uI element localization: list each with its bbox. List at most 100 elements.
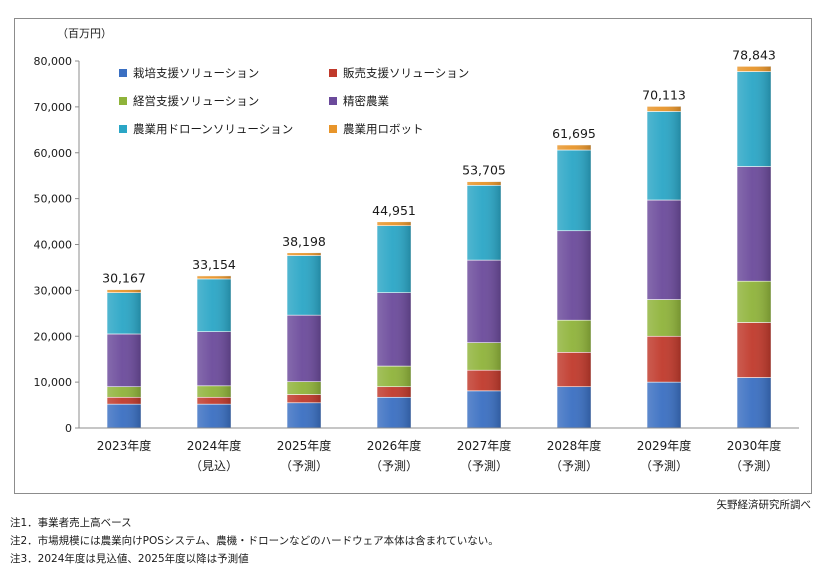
bar-segment-shade: [287, 402, 321, 428]
bar-segment-shade: [737, 66, 771, 72]
bar-segment: [286, 252, 322, 256]
bar-segment-shade: [197, 275, 231, 279]
total-labels: 30,167 33,154 38,198 44,951 53,705 61,695 70,1…: [102, 47, 776, 285]
y-tick-label: 20,000: [34, 330, 73, 343]
legend-item: 栽培支援ソリューション: [119, 66, 259, 80]
legend-item: 販売支援ソリューション: [329, 66, 469, 80]
y-tick-label: 10,000: [34, 376, 73, 389]
bar-segment: [106, 396, 142, 405]
total-label: 53,705: [462, 163, 506, 178]
total-label: 78,843: [732, 47, 776, 62]
bar-segment-shade: [467, 260, 501, 343]
bar-segment: [466, 390, 502, 429]
bar-segment-shade: [107, 386, 141, 398]
bar-segment-shade: [107, 333, 141, 387]
x-tick-sublabel: （予測）: [280, 459, 328, 473]
bar-segment-shade: [737, 71, 771, 167]
bar-segment: [646, 106, 682, 112]
bar-segment: [466, 185, 502, 261]
x-tick-label: 2027年度: [457, 438, 512, 453]
bar-segment-shade: [287, 252, 321, 256]
bar-segment: [286, 255, 322, 316]
total-label: 30,167: [102, 271, 146, 286]
legend-label: 経営支援ソリューション: [133, 94, 259, 108]
note-1: 注1．事業者売上高ベース: [10, 517, 132, 529]
total-label: 33,154: [192, 257, 236, 272]
bar-segment: [556, 149, 592, 232]
bar-segment: [376, 221, 412, 226]
bar-segment: [736, 66, 772, 72]
bar-segment-shade: [737, 166, 771, 282]
bar-segment: [376, 386, 412, 398]
bar-segment: [646, 299, 682, 337]
bar-segment-shade: [467, 181, 501, 186]
bar-segment: [286, 394, 322, 404]
bar-segment: [106, 403, 142, 429]
bar-segment: [196, 403, 232, 429]
total-label: 44,951: [372, 203, 416, 218]
x-tick-label: 2028年度: [547, 438, 602, 453]
bar-segment-shade: [467, 390, 501, 428]
bar-segment-shade: [557, 230, 591, 321]
total-label: 70,113: [642, 87, 686, 102]
y-tick-label: 80,000: [34, 55, 73, 68]
legend-swatch: [329, 69, 337, 77]
note-2: 注2．市場規模には農業向けPOSシステム、農機・ドローンなどのハードウェア本体は…: [10, 535, 499, 547]
bar-segment-shade: [107, 292, 141, 334]
x-tick-label: 2025年度: [277, 438, 332, 453]
legend-item: 農業用ドローンソリューション: [119, 122, 293, 136]
bar-segment: [556, 386, 592, 429]
bar-segment: [196, 278, 232, 332]
bar-segment-shade: [287, 394, 321, 403]
bar-segment: [376, 396, 412, 429]
bar-segment-shade: [197, 385, 231, 398]
bar-segment: [736, 166, 772, 282]
legend-item: 農業用ロボット: [329, 122, 424, 136]
stacked-bar-chart: （百万円） 0 10,000 20,000 30,000 40,000 50,000 60,…: [34, 27, 799, 473]
x-tick-label: 2030年度: [727, 438, 782, 453]
bar-segment-shade: [107, 404, 141, 428]
bar-segment-shade: [467, 370, 501, 391]
legend-label: 農業用ロボット: [343, 122, 424, 136]
bar-segment-shade: [557, 352, 591, 387]
x-tick-label: 2026年度: [367, 438, 422, 453]
bar-segment-shade: [107, 289, 141, 293]
bar-segment-shade: [197, 278, 231, 332]
bar-segment: [286, 381, 322, 395]
bar-segment-shade: [377, 292, 411, 367]
x-tick-sublabel: （予測）: [730, 459, 778, 473]
x-tick-sublabel: （予測）: [550, 459, 598, 473]
bar-segment: [736, 280, 772, 323]
total-label: 38,198: [282, 234, 326, 249]
bar-segment: [466, 181, 502, 186]
bar-segment: [646, 335, 682, 383]
bar-segment-shade: [377, 366, 411, 387]
bar-segment: [556, 319, 592, 353]
bar-segment-shade: [287, 255, 321, 316]
bar-segment-shade: [467, 342, 501, 371]
bar-segment: [286, 402, 322, 429]
bar-segment-shade: [647, 111, 681, 201]
y-tick-label: 40,000: [34, 239, 73, 252]
y-axis-unit-label: （百万円）: [57, 27, 112, 40]
source-credit: 矢野経済研究所調べ: [716, 499, 812, 511]
bar-segment: [556, 352, 592, 388]
x-axis-labels: 2023年度 2024年度 （見込） 2025年度 （予測） 2026年度 （予測） 2027…: [97, 438, 782, 473]
bar-segment: [106, 333, 142, 388]
bar-segment-shade: [197, 331, 231, 386]
bar-segment-shade: [557, 320, 591, 353]
y-tick-label: 0: [65, 422, 72, 435]
bar-segment-shade: [377, 225, 411, 293]
x-tick-sublabel: （予測）: [640, 459, 688, 473]
bar-segment: [556, 230, 592, 321]
legend-label: 栽培支援ソリューション: [133, 66, 259, 80]
bar-segment: [196, 275, 232, 280]
legend-swatch: [329, 125, 337, 133]
legend-swatch: [119, 69, 127, 77]
bar-segment: [286, 314, 322, 382]
bar-segment-shade: [467, 185, 501, 261]
bar-segment-shade: [737, 322, 771, 378]
bar-segment-shade: [557, 386, 591, 428]
legend-label: 販売支援ソリューション: [343, 66, 469, 80]
